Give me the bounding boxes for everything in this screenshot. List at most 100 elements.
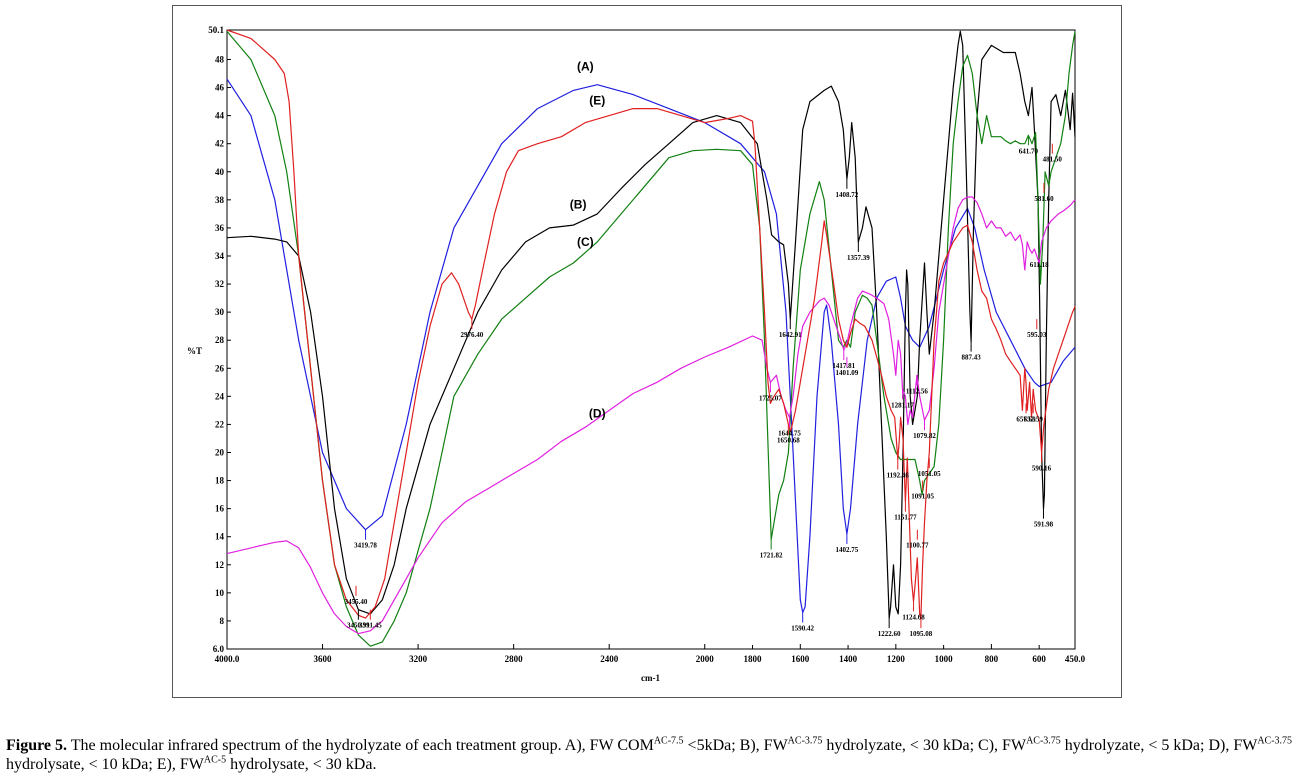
peak-label: 1642.91 — [779, 331, 802, 339]
y-tick-label: 28 — [215, 335, 225, 345]
x-tick-label: 3600 — [314, 654, 333, 664]
peak-label: 3450.91 — [347, 622, 370, 630]
peak-label: 1095.08 — [910, 630, 933, 638]
curve-label: (B) — [570, 197, 587, 211]
x-axis-label: cm-1 — [641, 673, 660, 683]
peak-label: 2976.40 — [460, 331, 483, 339]
peak-label: 3455.40 — [345, 598, 368, 606]
axes-layer: 6.0 8 10 12 14 16 18 20 22 24 26 28 30 32 34 36 38 40 42 44… — [208, 25, 1085, 664]
y-tick-label: 16 — [215, 504, 225, 514]
x-tick-label: 800 — [985, 654, 999, 664]
y-tick-label: 22 — [215, 419, 225, 429]
y-tick-label: 44 — [215, 111, 225, 121]
y-tick-label: 6.0 — [213, 644, 225, 654]
peak-label: 481.50 — [1043, 156, 1063, 164]
x-tick-label: 3200 — [409, 654, 428, 664]
peak-label: 1151.77 — [894, 514, 917, 522]
y-tick-label: 14 — [215, 532, 225, 542]
caption-sup-5: AC-5 — [203, 754, 227, 766]
y-tick-label: 46 — [215, 83, 225, 93]
caption-sup-3: AC-3.75 — [1026, 735, 1061, 747]
x-tick-label: 1600 — [791, 654, 810, 664]
x-tick-label: 1800 — [744, 654, 763, 664]
ir-spectrum-chart: 6.0 8 10 12 14 16 18 20 22 24 26 28 30 32 34 36 38 40 42 44… — [187, 25, 1086, 683]
peak-label: 1091.05 — [911, 493, 934, 501]
caption-label: Figure 5. — [6, 737, 68, 754]
y-tick-label: 12 — [215, 560, 225, 570]
plot-area-border — [226, 29, 1076, 650]
x-tick-label: 4000.0 — [215, 654, 240, 664]
caption-text-4: hydrolyzate, < 5 kDa; D), FW — [1060, 737, 1258, 754]
peak-label: 1357.39 — [847, 254, 870, 262]
peak-label: 1281.17 — [891, 401, 914, 409]
x-tick-label: 1000 — [935, 654, 954, 664]
y-tick-label: 38 — [215, 195, 225, 205]
y-tick-label: 32 — [215, 279, 225, 289]
figure-frame: 6.0 8 10 12 14 16 18 20 22 24 26 28 30 32 34 36 38 40 42 44… — [172, 5, 1122, 698]
y-tick-label: 30 — [215, 307, 225, 317]
series-line-b — [226, 30, 1076, 619]
peak-label: 595.03 — [1027, 331, 1047, 339]
y-tick-label: 42 — [215, 139, 225, 149]
peak-label: 611.18 — [1030, 261, 1049, 269]
curve-label-layer: (A) (B) (C) (D) (E) — [570, 60, 606, 421]
caption-text-5: hydrolysate, < 10 kDa; E), FW — [6, 756, 204, 773]
x-tick-label: 600 — [1032, 654, 1046, 664]
y-tick-label: 36 — [215, 223, 225, 233]
peak-label: 3391.45 — [359, 622, 382, 630]
y-tick-label: 8 — [220, 616, 225, 626]
series-line-c — [226, 31, 1076, 647]
x-tick-label: 2400 — [600, 654, 619, 664]
y-axis-label: %T — [187, 346, 202, 356]
peak-label: 641.70 — [1019, 147, 1039, 155]
curve-label: (A) — [577, 60, 594, 74]
curve-label: (C) — [577, 235, 594, 249]
caption-text-6: hydrolysate, < 30 kDa. — [226, 756, 377, 773]
caption-sup-2: AC-3.75 — [787, 735, 823, 747]
y-tick-label: 26 — [215, 363, 225, 373]
annotation-layer: 3419.78 1590.42 1402.75 3450.91 1642.91 1408.… — [345, 135, 1063, 638]
peak-label: 657.69 — [1016, 415, 1036, 423]
y-tick-label: 34 — [215, 251, 225, 261]
peak-label: 591.98 — [1034, 521, 1054, 529]
x-tick-label: 2800 — [505, 654, 524, 664]
peak-label: 1079.82 — [913, 432, 936, 440]
peak-label: 1590.42 — [791, 625, 814, 633]
peak-label: 887.43 — [961, 354, 981, 362]
peak-label: 652.59 — [1024, 415, 1044, 423]
peak-label: 1124.68 — [902, 613, 925, 621]
x-tick-label: 1400 — [839, 654, 858, 664]
y-tick-label: 24 — [215, 391, 225, 401]
peak-label: 1650.68 — [777, 436, 800, 444]
peak-label: 1721.82 — [760, 552, 783, 560]
peak-label: 3419.78 — [354, 542, 377, 550]
caption-text-3: hydrolyzate, < 30 kDa; C), FW — [822, 737, 1027, 754]
peak-label: 1402.75 — [836, 546, 859, 554]
y-tick-label: 18 — [215, 476, 225, 486]
caption-sup-4: AC-3.75 — [1257, 735, 1293, 747]
y-tick-label: 20 — [215, 447, 225, 457]
peak-label: 581.60 — [1034, 195, 1054, 203]
series-layer — [226, 29, 1076, 647]
peak-label: 1725.07 — [759, 394, 782, 402]
peak-label: 1401.09 — [836, 369, 859, 377]
caption-text-2: <5kDa; B), FW — [683, 737, 788, 754]
peak-label: 1408.72 — [836, 191, 859, 199]
caption-text-1: The molecular infrared spectrum of the h… — [67, 737, 654, 754]
peak-label: 1644.75 — [778, 429, 801, 437]
peak-label: 1192.46 — [887, 472, 910, 480]
series-line-e — [226, 29, 1076, 619]
curve-label: (E) — [589, 93, 605, 107]
peak-label: 1112.56 — [906, 387, 928, 395]
y-tick-label: 48 — [215, 54, 225, 64]
caption-sup-1: AC-7.5 — [653, 735, 684, 747]
y-tick-label: 10 — [215, 588, 225, 598]
x-tick-label: 2000 — [696, 654, 715, 664]
peak-label: 590.16 — [1032, 464, 1052, 472]
peak-label: 1051.05 — [918, 470, 941, 478]
figure-caption: Figure 5. The molecular infrared spectru… — [6, 736, 1302, 774]
x-tick-label: 1200 — [887, 654, 906, 664]
peak-label: 1100.77 — [906, 542, 929, 550]
peak-label: 1222.60 — [878, 630, 901, 638]
x-tick-label: 450.0 — [1065, 654, 1086, 664]
